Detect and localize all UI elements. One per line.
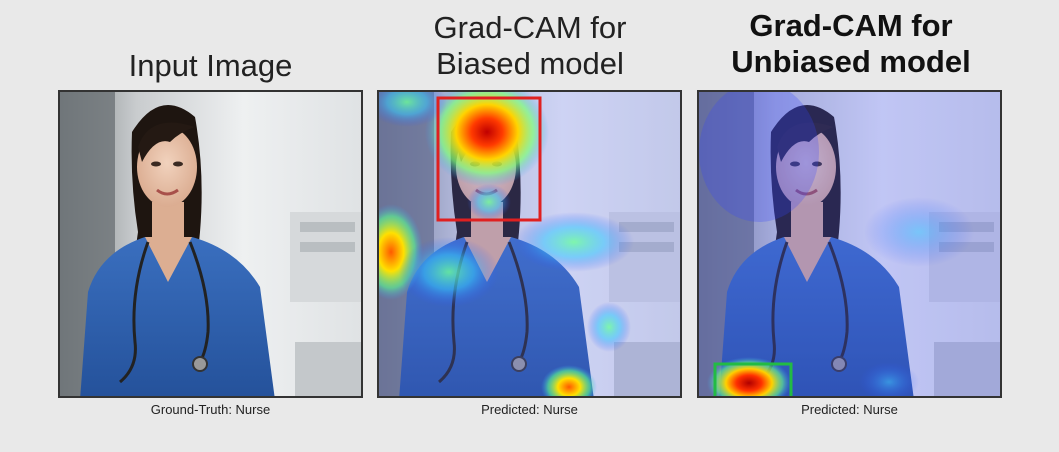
biased-attention-box — [436, 96, 542, 222]
unbiased-gradcam-image — [699, 92, 1000, 396]
panel-1-caption: Ground-Truth: Nurse — [150, 402, 271, 417]
panel-1-title: Input Image — [128, 48, 293, 83]
input-image — [60, 92, 361, 396]
unbiased-gradcam-panel — [697, 90, 1002, 398]
biased-gradcam-panel — [377, 90, 682, 398]
unbiased-attention-box — [713, 362, 793, 396]
panel-2-caption: Predicted: Nurse — [481, 402, 578, 417]
panel-3-caption: Predicted: Nurse — [801, 402, 898, 417]
input-image-panel — [58, 90, 363, 398]
panel-2-title: Grad-CAM for Biased model — [433, 10, 627, 81]
biased-gradcam-image — [379, 92, 680, 396]
panel-3-title: Grad-CAM for Unbiased model — [731, 8, 971, 79]
